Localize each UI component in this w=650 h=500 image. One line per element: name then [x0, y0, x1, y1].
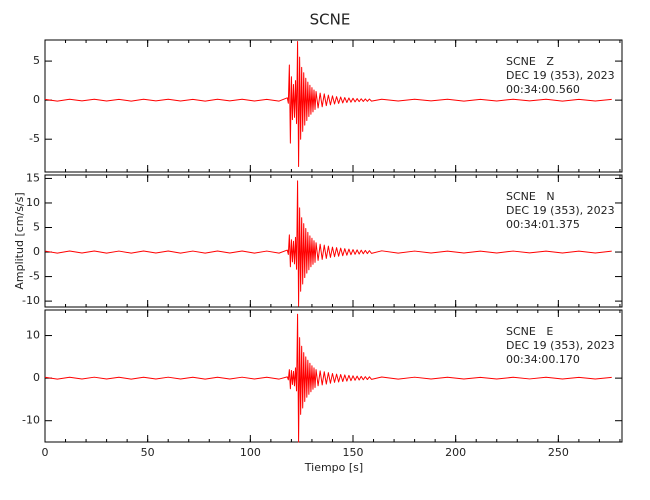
panel-frame — [44, 309, 623, 443]
y-tick-label: -5 — [29, 132, 40, 145]
y-tick-label: 5 — [33, 54, 40, 67]
chart-title: SCNE — [310, 11, 351, 29]
x-tick-label: 100 — [240, 446, 261, 459]
annotation: 00:34:01.375 — [506, 218, 580, 231]
panel-frame — [44, 39, 623, 173]
annotation: 00:34:00.560 — [506, 83, 580, 96]
waveform — [44, 41, 612, 168]
waveform — [44, 313, 612, 443]
y-tick-label: -10 — [22, 294, 40, 307]
annotation: SCNE Z — [506, 55, 554, 68]
y-tick-label: 10 — [26, 196, 40, 209]
y-tick-label: -10 — [22, 414, 40, 427]
y-axis-label: Amplitud [cm/s/s] — [13, 192, 26, 289]
waveform — [44, 180, 612, 307]
x-tick-label: 50 — [141, 446, 155, 459]
annotation: SCNE E — [506, 325, 553, 338]
x-tick-label: 250 — [548, 446, 569, 459]
annotation: DEC 19 (353), 2023 — [506, 69, 615, 82]
annotation: DEC 19 (353), 2023 — [506, 339, 615, 352]
y-tick-label: 0 — [33, 245, 40, 258]
annotation: DEC 19 (353), 2023 — [506, 204, 615, 217]
y-tick-label: 0 — [33, 371, 40, 384]
annotation: 00:34:00.170 — [506, 353, 580, 366]
annotation: SCNE N — [506, 190, 555, 203]
y-tick-label: -5 — [29, 270, 40, 283]
x-tick-label: 150 — [343, 446, 364, 459]
x-tick-label: 200 — [445, 446, 466, 459]
y-tick-label: 10 — [26, 329, 40, 342]
x-axis-label: Tiempo [s] — [304, 461, 363, 474]
y-tick-label: 15 — [26, 171, 40, 184]
y-tick-label: 0 — [33, 93, 40, 106]
y-tick-label: 5 — [33, 221, 40, 234]
x-tick-label: 0 — [42, 446, 49, 459]
panel-frame — [44, 174, 623, 308]
